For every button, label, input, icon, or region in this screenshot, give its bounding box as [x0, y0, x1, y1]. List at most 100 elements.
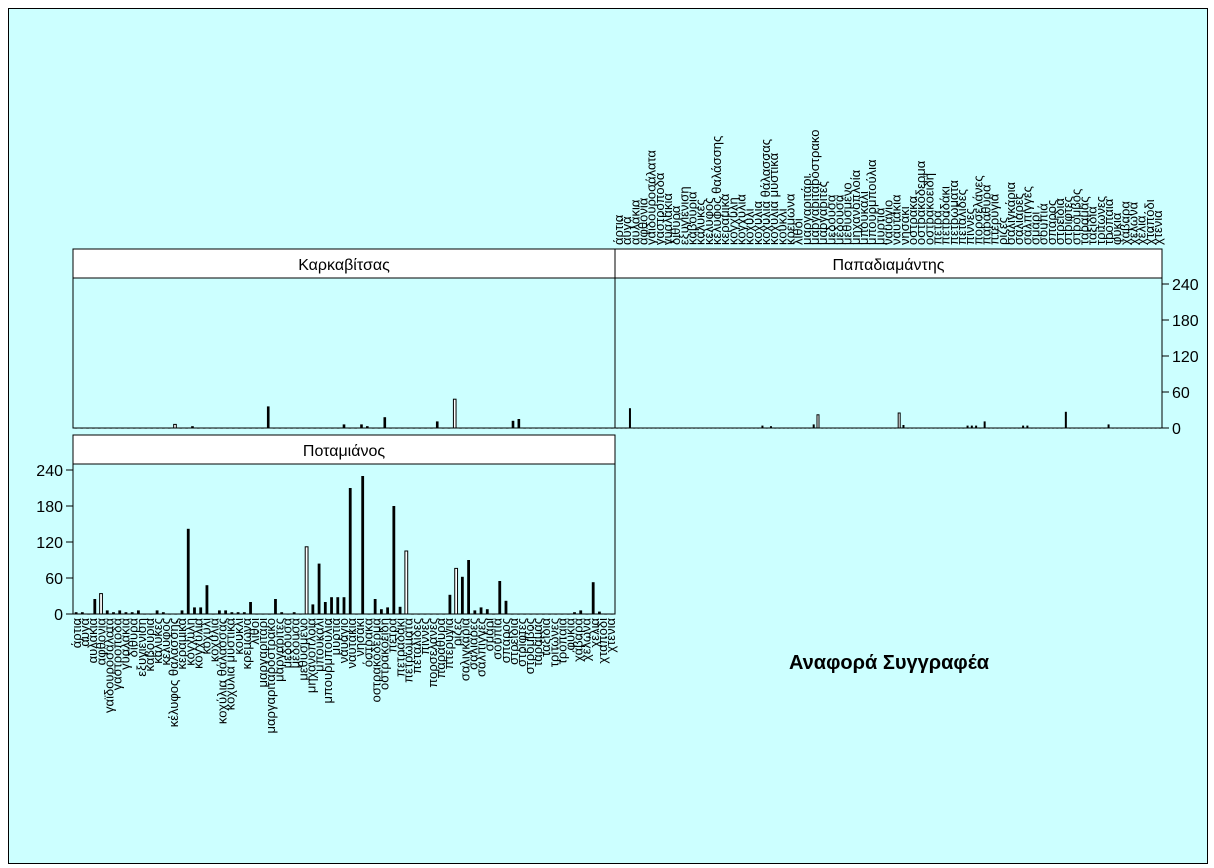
bar — [485, 609, 489, 614]
bar — [646, 428, 649, 429]
bar — [255, 428, 258, 429]
bar — [186, 528, 190, 614]
bar — [650, 428, 653, 429]
x-tick-label: όστρακα — [905, 195, 920, 245]
bar — [919, 428, 922, 429]
bar — [778, 428, 781, 429]
x-tick-label: πτερύγια — [441, 618, 456, 670]
bar — [731, 428, 734, 429]
bar — [348, 488, 352, 614]
bar — [429, 614, 433, 615]
bar — [1022, 425, 1025, 428]
bar — [1120, 428, 1123, 429]
x-tick-label: τρόπαια — [1101, 198, 1116, 245]
x-tick-label: κρεμώνα — [783, 193, 798, 245]
bar — [127, 428, 130, 429]
bar — [868, 428, 871, 429]
bar — [400, 428, 404, 429]
x-tick-label: ταραμάς — [530, 618, 545, 667]
bar — [761, 425, 764, 428]
x-tick-label: λίθοι — [791, 218, 806, 245]
bar — [392, 506, 396, 614]
bar — [710, 428, 713, 429]
bar — [1077, 428, 1080, 429]
x-tick-label: ταραμάς — [1076, 196, 1091, 245]
bar — [103, 428, 107, 429]
x-tick-label: αυλάκια — [627, 199, 642, 245]
bar — [966, 425, 969, 428]
x-tick-label: σμάρι — [482, 618, 497, 651]
x-tick-label: κεραμικά — [174, 618, 189, 670]
bar — [701, 428, 704, 429]
x-tick-label: οστρακοειδή — [376, 618, 391, 690]
x-tick-label: γυαλάκια — [660, 193, 675, 245]
x-tick-label: σπάρος — [1044, 200, 1059, 245]
bar — [680, 428, 683, 429]
x-tick-label: δίθυρα — [126, 618, 141, 658]
x-tick-label: κέλυφος θαλάσσης — [709, 136, 724, 245]
bar — [435, 421, 439, 428]
panel-plot-area — [72, 277, 616, 429]
bar — [143, 614, 147, 615]
bar — [598, 611, 601, 614]
x-tick-label: νησάκι — [897, 206, 912, 245]
bar — [1000, 428, 1003, 429]
bar — [185, 428, 188, 429]
x-tick-label: κοχύλια μυστικά — [223, 618, 238, 711]
bar — [331, 428, 334, 429]
x-tick-label: γαστροποδα — [652, 172, 667, 245]
x-tick-label: κουκλί — [231, 618, 246, 655]
x-tick-label: οστρακοειδή — [921, 173, 936, 245]
bar — [620, 428, 623, 429]
bar — [174, 614, 178, 615]
x-tick-label: μπουκάλι — [312, 618, 327, 672]
x-tick-label: μηχανοπλοία — [848, 169, 863, 245]
bar — [1090, 428, 1093, 429]
bar — [585, 614, 589, 615]
x-tick-label: σαλιγκάρια — [1003, 181, 1018, 245]
x-tick-label: εξυγιένιση — [676, 186, 691, 245]
x-tick-label: σουπιά — [1036, 203, 1051, 245]
x-tick-label: οστρακόδερμα — [913, 160, 928, 245]
chart-title: Αναφορά Συγγραφέα — [789, 652, 990, 674]
bar — [1064, 411, 1067, 428]
x-tick-label: πετραδάκι — [938, 186, 953, 245]
panel-strip — [72, 434, 616, 465]
bar — [476, 428, 480, 429]
bar — [787, 428, 790, 429]
panel-1: Καρκαβίτσας — [72, 248, 616, 429]
bar — [1052, 428, 1055, 429]
bar — [928, 428, 931, 429]
x-tick-label: μυρτιά — [872, 207, 887, 245]
bar — [465, 428, 468, 429]
bar — [821, 428, 824, 429]
bar — [211, 614, 215, 615]
x-tick-label: χελώνα — [1125, 201, 1140, 245]
bar — [479, 607, 483, 614]
bar — [958, 428, 961, 429]
trellis-bar-chart: Καρκαβίτσας Παπαδιαμάντης 0 60 120 180 240 άρτι… — [36, 130, 1199, 734]
bar — [834, 428, 837, 429]
x-tick-label: χέλια — [587, 618, 602, 648]
bar — [436, 614, 439, 615]
x-tick-label: κρεμώνα — [239, 618, 254, 670]
x-tick-label: τρόπαια — [554, 618, 569, 665]
bar — [1034, 428, 1037, 429]
bar — [529, 428, 532, 429]
bar — [261, 428, 264, 429]
bar — [317, 563, 321, 614]
bar — [1103, 428, 1106, 429]
bar — [906, 428, 909, 429]
bar — [336, 428, 340, 429]
bar — [236, 612, 240, 614]
x-tick-label: μεθυσμένο — [840, 182, 855, 245]
bar — [1111, 428, 1114, 429]
bar — [872, 428, 875, 429]
bar — [74, 428, 78, 429]
bar — [284, 428, 288, 429]
x-tick-label: σαλιάρες — [465, 618, 480, 670]
x-tick-label: κέλυφος — [158, 618, 173, 666]
bar — [671, 428, 674, 429]
bar — [115, 428, 119, 429]
bar — [112, 612, 115, 614]
